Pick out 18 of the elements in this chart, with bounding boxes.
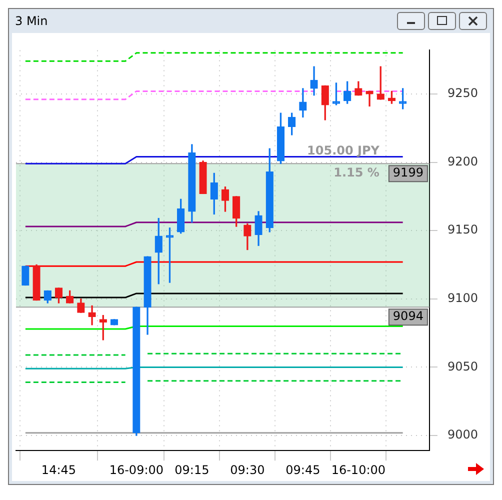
- x-tick-label: 09:30: [230, 462, 265, 477]
- x-tick-label: 16-09:00: [109, 462, 164, 477]
- x-tick-label: 09:15: [174, 462, 210, 477]
- y-tick-label: 9200: [447, 154, 478, 168]
- y-tick-label: 9050: [447, 359, 478, 374]
- x-tick-label: 09:45: [286, 462, 320, 477]
- x-tick-label: 16-10:00: [331, 462, 386, 477]
- x-tick-label: 14:45: [41, 462, 76, 477]
- chart-title: 3 Min: [15, 14, 49, 28]
- candlestick: [366, 90, 374, 107]
- y-tick-label: 9150: [447, 222, 478, 237]
- annotation: 1.15 %: [334, 166, 380, 180]
- annotation: 105.00 JPY: [307, 144, 380, 158]
- y-tick-label: 9100: [447, 291, 478, 306]
- ref-line-label: 9199: [392, 166, 424, 180]
- y-tick-label: 9000: [447, 428, 478, 442]
- ref-line-label: 9094: [392, 309, 424, 324]
- y-tick-label: 9250: [447, 86, 478, 100]
